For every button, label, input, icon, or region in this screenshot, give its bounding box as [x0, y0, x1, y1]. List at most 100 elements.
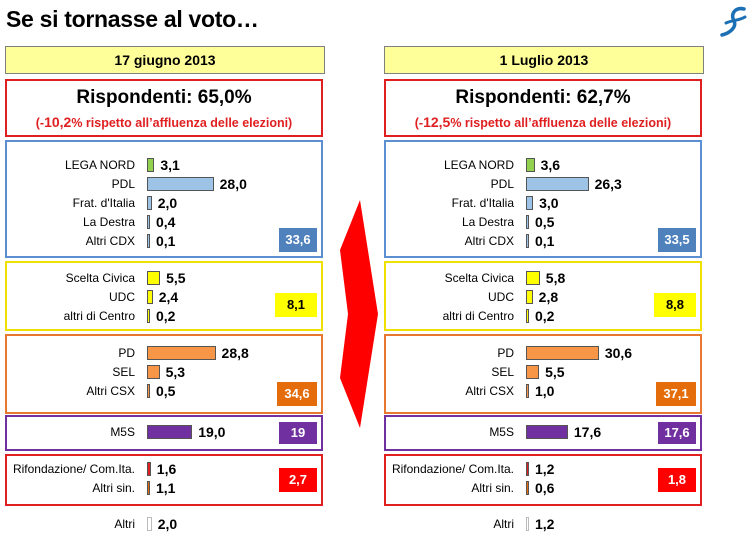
party-label: Frat. d'Italia: [451, 196, 514, 210]
group-csx: PD 30,6 SEL 5,5 Altri CSX 1,0 37,1: [384, 334, 702, 414]
bar-value-label: 0,6: [535, 480, 555, 496]
bar-row: Altri CDX 0,1: [386, 233, 700, 249]
group-total-badge: 19: [279, 422, 317, 444]
bar-mark: [147, 234, 150, 248]
respondents-box: Rispondenti: 62,7% (-12,5% rispetto all’a…: [384, 79, 702, 137]
party-label: Altri CSX: [86, 384, 135, 398]
party-label: Rifondazione/ Com.Ita.: [391, 462, 514, 476]
bar-mark: [526, 158, 535, 172]
bar-mark: [526, 425, 568, 439]
group-total-badge: 34,6: [277, 382, 317, 406]
bar-value-label: 5,8: [545, 270, 566, 286]
bar-row: PDL 28,0: [7, 176, 321, 192]
bar-mark: [526, 462, 529, 476]
bar-value-label: 5,5: [545, 364, 565, 380]
bar-row: Frat. d'Italia 3,0: [386, 195, 700, 211]
bar-mark: [147, 196, 152, 210]
bar-value-label: 28,8: [221, 345, 249, 361]
party-label: Rifondazione/ Com.Ita.: [12, 462, 135, 476]
bar-row: Rifondazione/ Com.Ita. 1,6: [7, 461, 321, 477]
turnout-delta-value: 10,2: [44, 114, 72, 130]
turnout-delta-value: 12,5: [423, 114, 451, 130]
group-centro: Scelta Civica 5,8 UDC 2,8 altri di Centro 0,2…: [384, 261, 702, 331]
bar-row: SEL 5,3: [7, 364, 321, 380]
bar-mark: [147, 517, 152, 531]
bar-mark: [147, 271, 161, 285]
bar-value-label: 3,1: [160, 157, 180, 173]
party-label: PD: [118, 346, 135, 360]
bar-mark: [526, 290, 533, 304]
party-label: SEL: [112, 365, 135, 379]
bar-row: UDC 2,8: [386, 289, 700, 305]
bar-mark: [526, 517, 529, 531]
bar-row: Frat. d'Italia 2,0: [7, 195, 321, 211]
bar-mark: [526, 365, 540, 379]
party-label: Altri CDX: [464, 234, 514, 248]
bar-row: La Destra 0,4: [7, 214, 321, 230]
bar-row: Altri CDX 0,1: [7, 233, 321, 249]
bar-mark: [147, 290, 153, 304]
bar-mark: [147, 309, 150, 323]
bar-value-label: 0,2: [156, 308, 176, 324]
bar-row: Altri CSX 0,5: [7, 383, 321, 399]
group-altri: Altri 1,2: [384, 512, 702, 536]
bar-row: altri di Centro 0,2: [386, 308, 700, 324]
bar-value-label: 1,2: [535, 461, 555, 477]
page-title: Se si tornasse al voto…: [6, 6, 259, 32]
arrow-right-icon: [340, 200, 378, 428]
bar-value-label: 19,0: [198, 424, 226, 440]
bar-value-label: 26,3: [594, 176, 622, 192]
bar-mark: [147, 215, 150, 229]
group-total-badge: 37,1: [656, 382, 696, 406]
party-label: altri di Centro: [63, 309, 135, 323]
bar-mark: [526, 271, 540, 285]
bar-row: LEGA NORD 3,1: [7, 157, 321, 173]
party-label: La Destra: [461, 215, 514, 229]
party-label: Scelta Civica: [444, 271, 514, 285]
group-total-badge: 33,6: [279, 228, 317, 252]
group-centro: Scelta Civica 5,5 UDC 2,4 altri di Centro 0,2…: [5, 261, 323, 331]
bar-row: PD 28,8: [7, 345, 321, 361]
party-label: LEGA NORD: [443, 158, 514, 172]
bar-row: UDC 2,4: [7, 289, 321, 305]
bar-mark: [526, 309, 529, 323]
bar-value-label: 0,4: [156, 214, 176, 230]
bar-value-label: 3,6: [540, 157, 561, 173]
bar-row: PD 30,6: [386, 345, 700, 361]
bar-row: Altri sin. 0,6: [386, 480, 700, 496]
bar-mark: [147, 365, 160, 379]
bar-row: M5S 17,6: [386, 424, 700, 440]
bar-mark: [147, 384, 150, 398]
party-label: PDL: [111, 177, 135, 191]
bar-value-label: 30,6: [604, 345, 633, 361]
bar-value-label: 1,0: [535, 383, 555, 399]
bar-value-label: 1,1: [156, 480, 176, 496]
bar-value-label: 2,0: [157, 195, 178, 211]
party-label: UDC: [488, 290, 514, 304]
bar-row: Scelta Civica 5,5: [7, 270, 321, 286]
group-total-badge: 1,8: [658, 468, 696, 492]
bar-mark: [147, 425, 193, 439]
group-total-badge: 8,8: [654, 293, 696, 317]
bar-row: Altri CSX 1,0: [386, 383, 700, 399]
group-altri: Altri 2,0: [5, 512, 323, 536]
bar-value-label: 0,2: [535, 308, 555, 324]
bar-value-label: 3,0: [539, 195, 559, 211]
bar-value-label: 2,4: [158, 289, 179, 305]
bar-mark: [147, 346, 216, 360]
bar-row: SEL 5,5: [386, 364, 700, 380]
group-sin: Rifondazione/ Com.Ita. 1,6 Altri sin. 1,1 2,…: [5, 454, 323, 506]
party-label: Altri sin.: [471, 481, 514, 495]
date-header: 1 Luglio 2013: [384, 46, 704, 74]
bar-value-label: 0,5: [535, 214, 555, 230]
bar-value-label: 17,6: [573, 424, 602, 440]
group-csx: PD 28,8 SEL 5,3 Altri CSX 0,5 34,6: [5, 334, 323, 414]
party-label: M5S: [110, 425, 135, 439]
party-label: Altri CDX: [85, 234, 135, 248]
respondents-value: Rispondenti: 65,0%: [76, 87, 252, 108]
group-m5s: M5S 17,6 17,6: [384, 415, 702, 451]
group-sin: Rifondazione/ Com.Ita. 1,2 Altri sin. 0,6 1,…: [384, 454, 702, 506]
bar-value-label: 0,5: [156, 383, 176, 399]
bar-row: M5S 19,0: [7, 424, 321, 440]
panel-left: 17 giugno 2013 Rispondenti: 65,0% (-10,2% …: [5, 0, 325, 544]
